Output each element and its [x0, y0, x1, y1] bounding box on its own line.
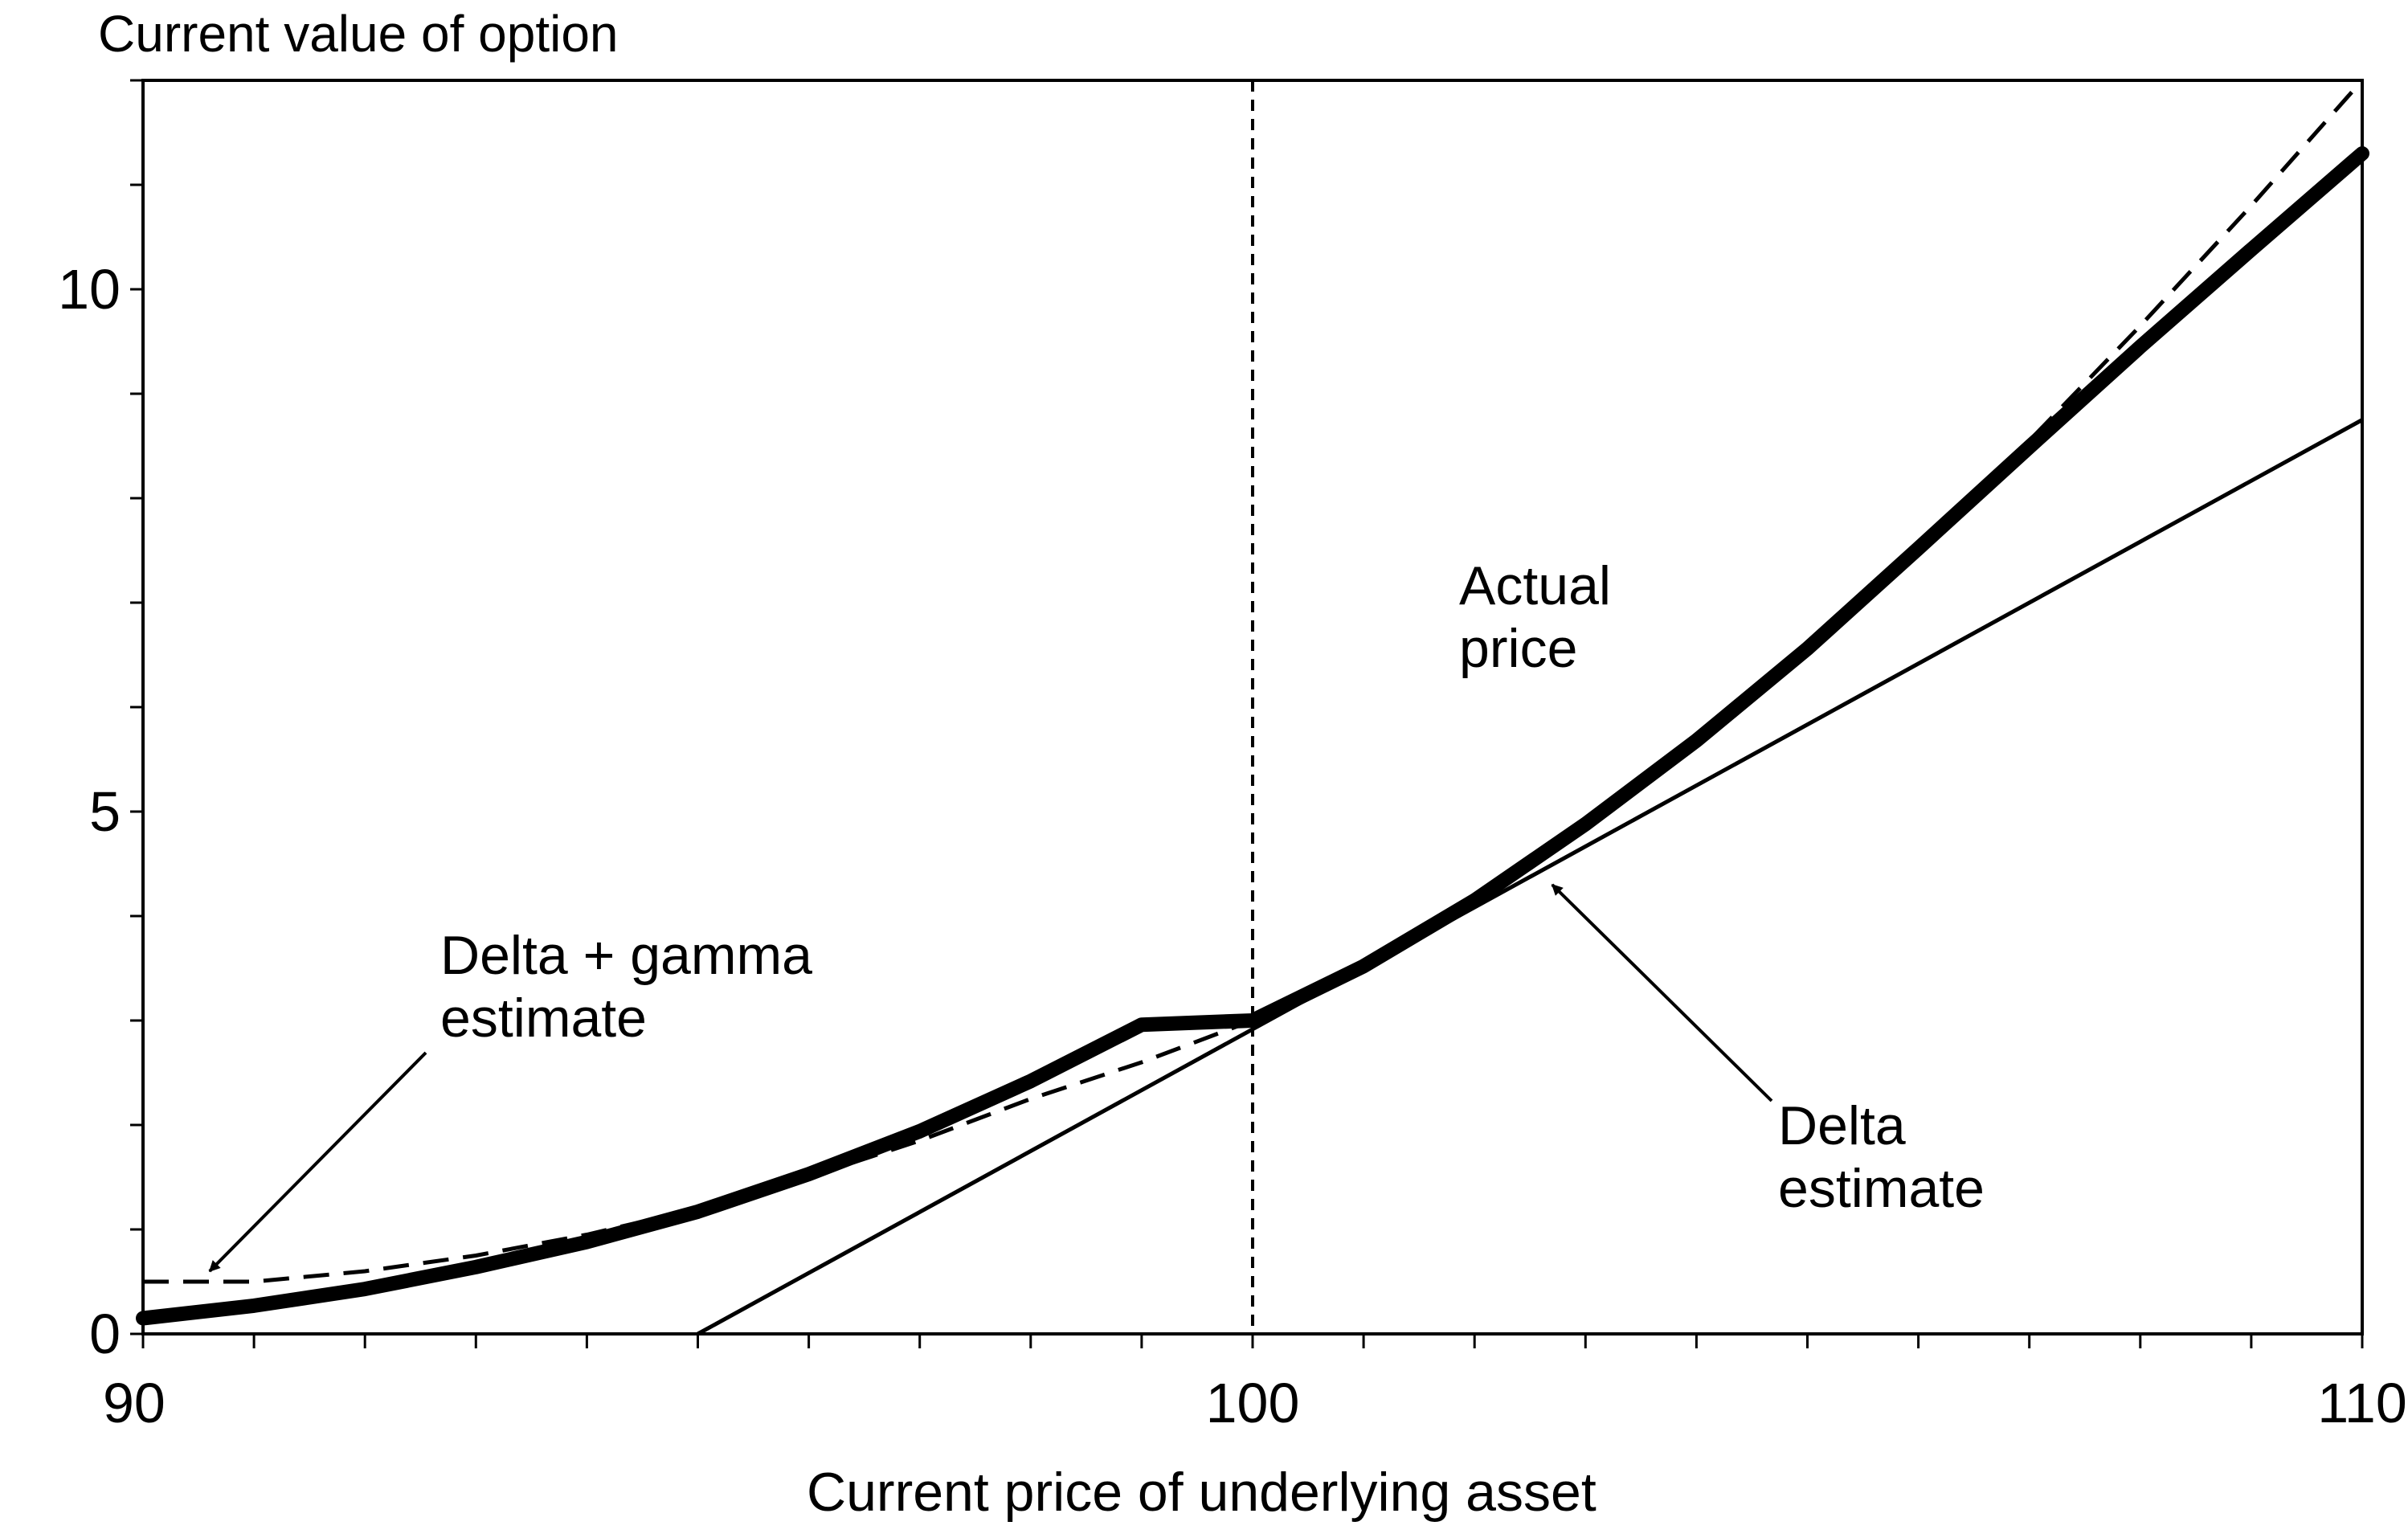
x-axis-title: Current price of underlying asset [807, 1462, 1596, 1523]
x-tick-label: 100 [1206, 1372, 1300, 1434]
annotation-delta-line-2: estimate [1778, 1158, 1985, 1220]
arrow-delta [1551, 883, 1773, 1102]
y-tick-label: 10 [58, 258, 121, 321]
annotation-delta: Delta estimate [1778, 1094, 1985, 1220]
y-tick-label: 5 [89, 780, 121, 843]
series-delta-estimate [697, 418, 2364, 1336]
y-tick-label: 0 [89, 1303, 121, 1365]
annotation-actual-line-1: Actual [1459, 555, 1611, 616]
annotation-delta-gamma-line-2: estimate [440, 988, 647, 1049]
y-axis-title: Current value of option [98, 5, 619, 63]
x-tick-label: 110 [2317, 1372, 2407, 1434]
series-actual-price [136, 146, 2369, 1326]
arrow-delta-gamma [208, 1051, 427, 1273]
annotation-delta-gamma-line-1: Delta + gamma [440, 925, 812, 986]
annotation-actual-price: Actual price [1459, 554, 1611, 680]
x-tick-label: 90 [103, 1372, 166, 1434]
annotation-delta-gamma: Delta + gamma estimate [440, 924, 812, 1049]
annotation-actual-line-2: price [1459, 618, 1578, 680]
annotation-delta-line-1: Delta [1778, 1095, 1906, 1156]
